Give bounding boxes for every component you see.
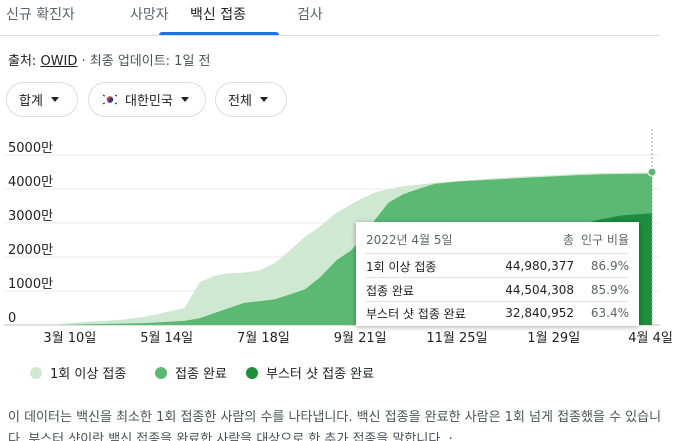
x-tick-label: 3월 10일 bbox=[43, 331, 96, 346]
tooltip-row-total: 44,504,308 bbox=[505, 283, 574, 297]
country-filter-label: 대한민국 bbox=[125, 94, 173, 109]
tooltip-divider bbox=[366, 277, 629, 278]
legend-swatch bbox=[30, 366, 42, 379]
total-filter-label: 합계 bbox=[19, 94, 43, 109]
tooltip-row: 1회 이상 접종 44,980,377 86.9% bbox=[366, 255, 629, 277]
legend-item-complete[interactable]: 접종 완료 bbox=[155, 363, 227, 382]
legend-item-booster[interactable]: 부스터 샷 접종 완료 bbox=[246, 363, 374, 382]
source-prefix: 출처: bbox=[8, 54, 41, 69]
tab-tests[interactable]: 검사 bbox=[297, 7, 323, 23]
source-link[interactable]: OWID bbox=[40, 54, 78, 69]
tooltip-row-label: 부스터 샷 접종 완료 bbox=[366, 306, 466, 321]
description-text: 이 데이터는 백신을 최소한 1회 접종한 사람의 수를 나타냅니다. 백신 접… bbox=[8, 410, 662, 441]
chevron-down-icon bbox=[259, 97, 268, 102]
legend-label: 1회 이상 접종 bbox=[50, 367, 127, 382]
tooltip-row-pct: 63.4% bbox=[590, 306, 629, 320]
active-tab-indicator bbox=[159, 32, 279, 35]
tooltip-date: 2022년 4월 5일 bbox=[366, 232, 453, 247]
legend-swatch bbox=[155, 366, 167, 379]
tooltip-divider bbox=[366, 253, 629, 254]
x-tick-label: 1월 29일 bbox=[527, 331, 580, 346]
tooltip-row: 접종 완료 44,504,308 85.9% bbox=[366, 279, 629, 301]
source-line: 출처: OWID · 최종 업데이트: 1일 전 bbox=[8, 50, 211, 69]
tooltip-col-pct: 인구 비율 bbox=[581, 232, 629, 247]
tooltip-row: 부스터 샷 접종 완료 32,840,952 63.4% bbox=[366, 302, 629, 324]
last-updated: · 최종 업데이트: 1일 전 bbox=[77, 54, 211, 69]
tooltip-row-total: 32,840,952 bbox=[505, 306, 574, 320]
legend-label: 부스터 샷 접종 완료 bbox=[266, 367, 375, 382]
south-korea-flag-icon bbox=[101, 93, 119, 106]
tab-new-cases[interactable]: 신규 확진자 bbox=[6, 7, 75, 23]
y-tick-label: 4000만 bbox=[8, 175, 53, 190]
legend-swatch bbox=[246, 366, 258, 379]
x-tick-label: 7월 18일 bbox=[237, 331, 290, 346]
hover-marker bbox=[647, 167, 657, 177]
tooltip-divider bbox=[366, 301, 629, 302]
chart-tooltip: 2022년 4월 5일 총 인구 비율 1회 이상 접종 44,980,377 … bbox=[356, 222, 639, 326]
tooltip-row-pct: 85.9% bbox=[590, 283, 629, 297]
tooltip-header: 2022년 4월 5일 총 인구 비율 bbox=[366, 228, 629, 250]
y-tick-label: 1000만 bbox=[8, 277, 53, 292]
tab-vaccination[interactable]: 백신 접종 bbox=[190, 7, 246, 23]
x-tick-label: 4월 4일 bbox=[628, 331, 673, 346]
chevron-down-icon bbox=[50, 97, 59, 102]
x-tick-label: 11월 25일 bbox=[426, 331, 487, 346]
tooltip-row-pct: 86.9% bbox=[590, 259, 629, 273]
y-tick-label: 2000만 bbox=[8, 243, 53, 258]
country-filter-dropdown[interactable]: 대한민국 bbox=[88, 82, 206, 117]
tooltip-row-label: 접종 완료 bbox=[366, 283, 414, 298]
chevron-down-icon bbox=[180, 97, 189, 102]
legend-item-dose1[interactable]: 1회 이상 접종 bbox=[30, 363, 126, 382]
x-tick-label: 5월 14일 bbox=[140, 331, 193, 346]
total-filter-dropdown[interactable]: 합계 bbox=[6, 82, 78, 117]
tab-bar: 신규 확진자 사망자 백신 접종 검사 bbox=[0, 0, 660, 36]
y-tick-label: 5000만 bbox=[8, 141, 53, 156]
tooltip-col-total: 총 bbox=[562, 232, 574, 247]
y-tick-label: 0 bbox=[8, 311, 16, 326]
x-tick-label: 9월 21일 bbox=[334, 331, 387, 346]
tooltip-row-total: 44,980,377 bbox=[505, 259, 574, 273]
tooltip-row-label: 1회 이상 접종 bbox=[366, 259, 437, 274]
legend-label: 접종 완료 bbox=[175, 367, 227, 382]
range-filter-label: 전체 bbox=[228, 94, 252, 109]
range-filter-dropdown[interactable]: 전체 bbox=[215, 82, 287, 117]
tab-deaths[interactable]: 사망자 bbox=[130, 7, 169, 23]
y-tick-label: 3000만 bbox=[8, 209, 53, 224]
